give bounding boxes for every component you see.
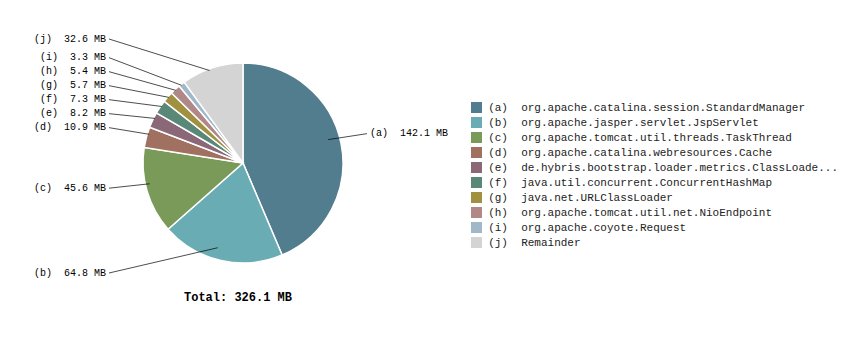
html-text:(d) org.apache.catalina.webres: (d) org.apache.catalina.webresources.Cac… — [488, 146, 772, 159]
html-text:(i) org.apache.coyote.Request: (i) org.apache.coyote.Request — [488, 221, 687, 234]
html-text:(e) de.hybris.bootstrap.loader: (e) de.hybris.bootstrap.loader.metrics.C… — [488, 161, 838, 174]
html-text:(b) org.apache.jasper.servlet.: (b) org.apache.jasper.servlet.JspServlet — [488, 116, 759, 129]
html-text:(h) org.apache.tomcat.util.net: (h) org.apache.tomcat.util.net.NioEndpoi… — [488, 206, 772, 219]
svg-text:(e) 8.2 MB: (e) 8.2 MB — [40, 108, 106, 119]
svg-text:(f) 7.3 MB: (f) 7.3 MB — [40, 94, 106, 105]
svg-text:(c) 45.6 MB: (c) 45.6 MB — [34, 183, 106, 194]
html-text:(a) org.apache.catalina.sessio: (a) org.apache.catalina.session.Standard… — [488, 101, 805, 114]
svg-text:(j) 32.6 MB: (j) 32.6 MB — [34, 34, 106, 45]
svg-text:(b) 64.8 MB: (b) 64.8 MB — [34, 268, 106, 279]
svg-text:(i) 3.3 MB: (i) 3.3 MB — [40, 52, 106, 63]
html-text:(g) java.net.URLClassLoader: (g) java.net.URLClassLoader — [488, 191, 673, 204]
svg-text:(a) 142.1 MB: (a) 142.1 MB — [370, 128, 448, 139]
html-text:Total: 326.1 MB: Total: 326.1 MB — [184, 291, 292, 305]
html-text:(c) org.apache.tomcat.util.thr: (c) org.apache.tomcat.util.threads.TaskT… — [488, 131, 792, 144]
html-text:(f) java.util.concurrent.Concu: (f) java.util.concurrent.ConcurrentHashM… — [488, 176, 772, 189]
html-text:(j) Remainder: (j) Remainder — [488, 236, 581, 249]
svg-text:(h) 5.4 MB: (h) 5.4 MB — [40, 66, 106, 77]
svg-text:(d) 10.9 MB: (d) 10.9 MB — [34, 122, 106, 133]
svg-text:(g) 5.7 MB: (g) 5.7 MB — [40, 80, 106, 91]
